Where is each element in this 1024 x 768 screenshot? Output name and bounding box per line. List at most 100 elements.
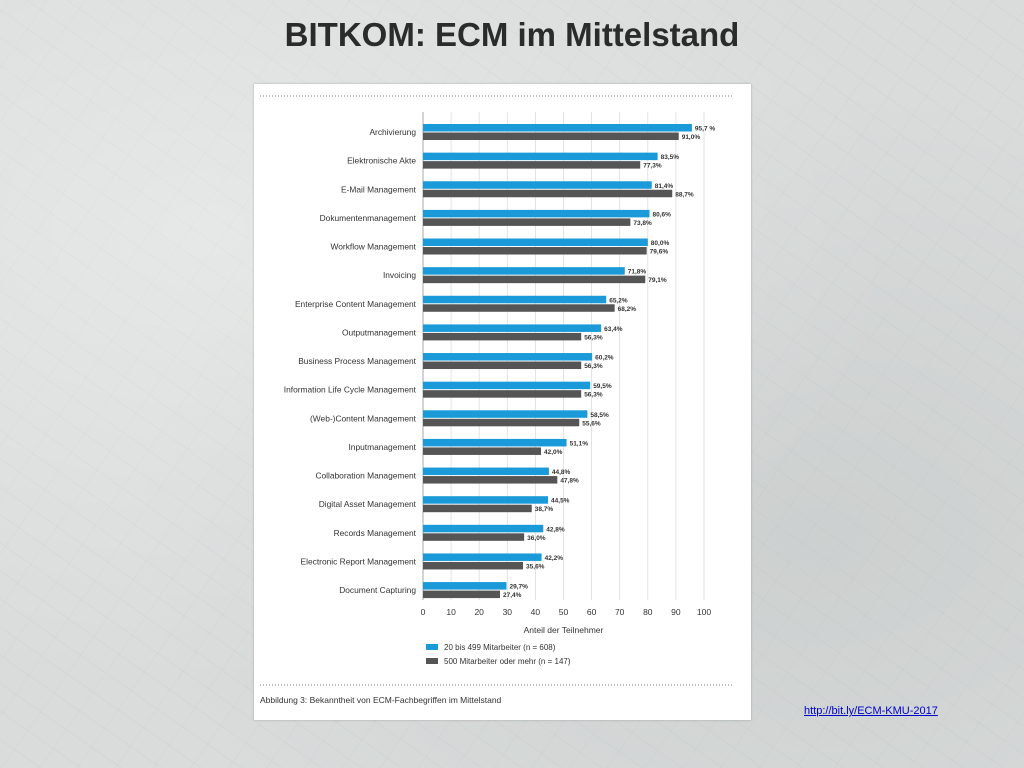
bar-series2	[423, 390, 582, 398]
x-tick-label: 40	[531, 607, 541, 617]
category-label: Enterprise Content Management	[295, 299, 417, 309]
bar-series1	[423, 295, 607, 304]
bar-series1	[423, 496, 549, 504]
bar-series1	[423, 152, 658, 161]
x-tick-label: 100	[697, 607, 711, 617]
value-label-series1: 95,7 %	[695, 126, 715, 133]
value-label-series2: 91,0%	[682, 134, 701, 141]
value-label-series1: 60,2%	[595, 355, 614, 362]
category-label: Information Life Cycle Management	[284, 385, 417, 395]
category-label: Inputmanagement	[348, 442, 416, 452]
bar-series2	[423, 447, 542, 455]
bar-series1	[423, 582, 507, 590]
source-link[interactable]: http://bit.ly/ECM-KMU-2017	[804, 705, 938, 717]
bar-series2	[423, 361, 582, 370]
bar-series2	[423, 304, 615, 312]
value-label-series1: 59,5%	[593, 383, 612, 390]
value-label-series1: 65,2%	[609, 297, 628, 304]
chart-figure: 0 10 20 30 40 50 60 70 80 90 100 Archivierung 95,7 %…	[254, 84, 751, 720]
bar-series1	[423, 524, 544, 533]
bar-series2	[423, 590, 500, 599]
bar-series2	[423, 332, 582, 341]
bar-series2	[423, 504, 532, 513]
bar-series1	[423, 238, 648, 247]
value-label-series2: 79,1%	[648, 277, 667, 284]
legend-label-series2: 500 Mitarbeiter oder mehr (n = 147)	[444, 657, 571, 666]
value-label-series2: 35,6%	[526, 563, 545, 570]
value-label-series1: 44,8%	[552, 469, 571, 476]
bar-series2	[423, 533, 525, 541]
x-tick-label: 10	[446, 607, 456, 617]
bar-series1	[423, 353, 593, 361]
chart-caption: Abbildung 3: Bekanntheit von ECM-Fachbeg…	[260, 695, 502, 705]
category-label: Dokumentenmanagement	[320, 213, 417, 223]
x-tick-label: 80	[643, 607, 653, 617]
value-label-series1: 44,5%	[551, 498, 570, 505]
bar-series2	[423, 189, 673, 198]
bar-series2	[423, 275, 646, 284]
bar-chart: 0 10 20 30 40 50 60 70 80 90 100 Archivierung 95,7 %…	[260, 95, 732, 705]
value-label-series2: 56,3%	[584, 392, 603, 399]
category-label: Document Capturing	[339, 585, 416, 595]
value-label-series1: 83,5%	[661, 154, 680, 161]
value-label-series1: 80,6%	[652, 211, 671, 218]
legend-swatch-series2	[426, 658, 438, 664]
value-label-series2: 79,6%	[650, 249, 669, 256]
value-label-series1: 42,2%	[545, 555, 564, 562]
bar-series1	[423, 410, 588, 418]
bar-series2	[423, 247, 647, 255]
bar-series1	[423, 438, 567, 447]
value-label-series2: 56,3%	[584, 363, 603, 370]
value-label-series2: 27,4%	[503, 592, 522, 599]
x-tick-label: 20	[474, 607, 484, 617]
value-label-series2: 56,3%	[584, 334, 603, 341]
value-label-series1: 58,5%	[590, 412, 609, 419]
bar-series2	[423, 418, 580, 427]
bar-series2	[423, 476, 558, 484]
value-label-series1: 80,0%	[651, 240, 670, 247]
category-label: Collaboration Management	[315, 471, 416, 481]
bar-series1	[423, 324, 602, 332]
category-label: Archivierung	[369, 127, 416, 137]
x-tick-label: 30	[503, 607, 513, 617]
bar-series1	[423, 553, 542, 561]
category-label: Outputmanagement	[342, 327, 417, 337]
legend-swatch-series1	[426, 644, 438, 650]
value-label-series2: 73,8%	[633, 220, 652, 227]
bar-series1	[423, 209, 650, 218]
category-label: Digital Asset Management	[319, 499, 417, 509]
x-tick-label: 50	[559, 607, 569, 617]
x-tick-label: 90	[671, 607, 681, 617]
bar-series1	[423, 381, 591, 390]
bar-series1	[423, 267, 625, 275]
category-label: Elektronische Akte	[347, 156, 416, 166]
category-label: Workflow Management	[331, 242, 417, 252]
value-label-series2: 88,7%	[675, 191, 694, 198]
value-label-series1: 71,8%	[628, 269, 647, 276]
value-label-series1: 51,1%	[570, 440, 589, 447]
value-label-series2: 55,6%	[582, 420, 601, 427]
value-label-series2: 42,0%	[544, 449, 563, 456]
value-label-series2: 36,0%	[527, 535, 546, 542]
value-label-series1: 63,4%	[604, 326, 623, 333]
bar-series2	[423, 132, 679, 140]
category-label: Records Management	[334, 528, 417, 538]
category-label: (Web-)Content Management	[310, 413, 417, 423]
value-label-series1: 29,7%	[509, 584, 528, 591]
bar-series2	[423, 161, 641, 169]
category-label: Business Process Management	[298, 356, 416, 366]
value-label-series2: 38,7%	[535, 506, 554, 513]
category-label: Invoicing	[383, 270, 416, 280]
x-tick-label: 60	[587, 607, 597, 617]
category-label: Electronic Report Management	[301, 556, 417, 566]
value-label-series1: 42,8%	[546, 526, 565, 533]
bar-series1	[423, 181, 652, 189]
slide-title: BITKOM: ECM im Mittelstand	[284, 16, 740, 53]
category-label: E-Mail Management	[341, 184, 417, 194]
bar-series2	[423, 218, 631, 226]
value-label-series2: 68,2%	[618, 306, 637, 313]
legend-label-series1: 20 bis 499 Mitarbeiter (n = 608)	[444, 643, 556, 652]
bar-series1	[423, 124, 692, 132]
x-axis-label: Anteil der Teilnehmer	[524, 625, 604, 635]
bar-series1	[423, 467, 549, 476]
